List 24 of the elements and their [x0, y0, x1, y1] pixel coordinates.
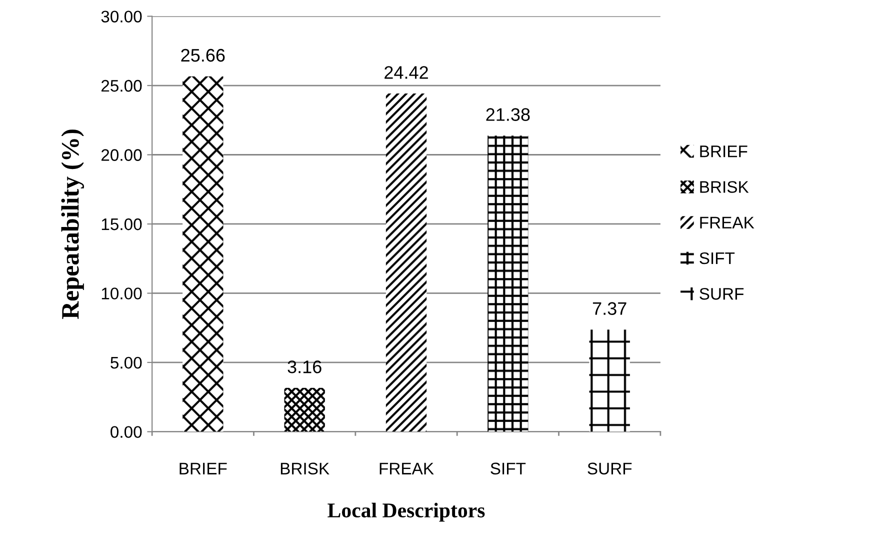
- y-tick-label: 10.00: [102, 288, 142, 300]
- y-tick-label: 25.00: [101, 80, 142, 92]
- data-label: 3.16: [288, 360, 322, 374]
- x-tick-label: SIFT: [490, 462, 526, 474]
- data-label: 21.38: [486, 108, 530, 121]
- legend-label: BRIEF: [700, 146, 748, 158]
- data-label: 7.37: [592, 302, 626, 315]
- data-label: 25.66: [181, 48, 225, 62]
- y-tick-label: 5.00: [110, 356, 142, 369]
- legend-label: SURF: [700, 288, 744, 300]
- y-tick-label: 15.00: [102, 218, 142, 230]
- x-tick-label: BRISK: [280, 462, 330, 474]
- legend-label: BRISK: [700, 181, 749, 193]
- legend-label: FREAK: [700, 216, 754, 228]
- y-tick-label: 30.00: [101, 10, 142, 22]
- data-label: 24.42: [384, 66, 428, 79]
- legend-label: SIFT: [700, 252, 735, 264]
- y-axis-title: Repeatability (%): [61, 130, 84, 320]
- y-tick-label: 20.00: [101, 149, 142, 161]
- x-tick-label: SURF: [588, 462, 632, 474]
- y-tick-label: 0.00: [110, 426, 142, 438]
- x-tick-label: FREAK: [380, 462, 434, 474]
- x-axis-title: Local Descriptors: [328, 502, 485, 522]
- x-tick-label: BRIEF: [180, 462, 227, 474]
